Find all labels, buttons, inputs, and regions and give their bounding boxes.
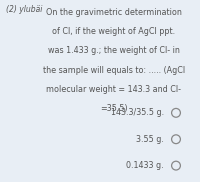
Text: 0.1433 g.: 0.1433 g.	[126, 161, 164, 170]
Text: On the gravimetric determination: On the gravimetric determination	[46, 8, 182, 17]
Text: was 1.433 g.; the weight of Cl- in: was 1.433 g.; the weight of Cl- in	[48, 46, 180, 55]
Text: 143.3/35.5 g.: 143.3/35.5 g.	[111, 108, 164, 117]
Text: (2) ylubäi: (2) ylubäi	[6, 5, 42, 14]
Text: =35.5): =35.5)	[100, 104, 128, 113]
Text: the sample will equals to: ..... (AgCl: the sample will equals to: ..... (AgCl	[43, 66, 185, 74]
Text: of Cl, if the weight of AgCl ppt.: of Cl, if the weight of AgCl ppt.	[52, 27, 176, 36]
Text: molecular weight = 143.3 and Cl-: molecular weight = 143.3 and Cl-	[46, 85, 182, 94]
Text: 3.55 g.: 3.55 g.	[136, 135, 164, 144]
